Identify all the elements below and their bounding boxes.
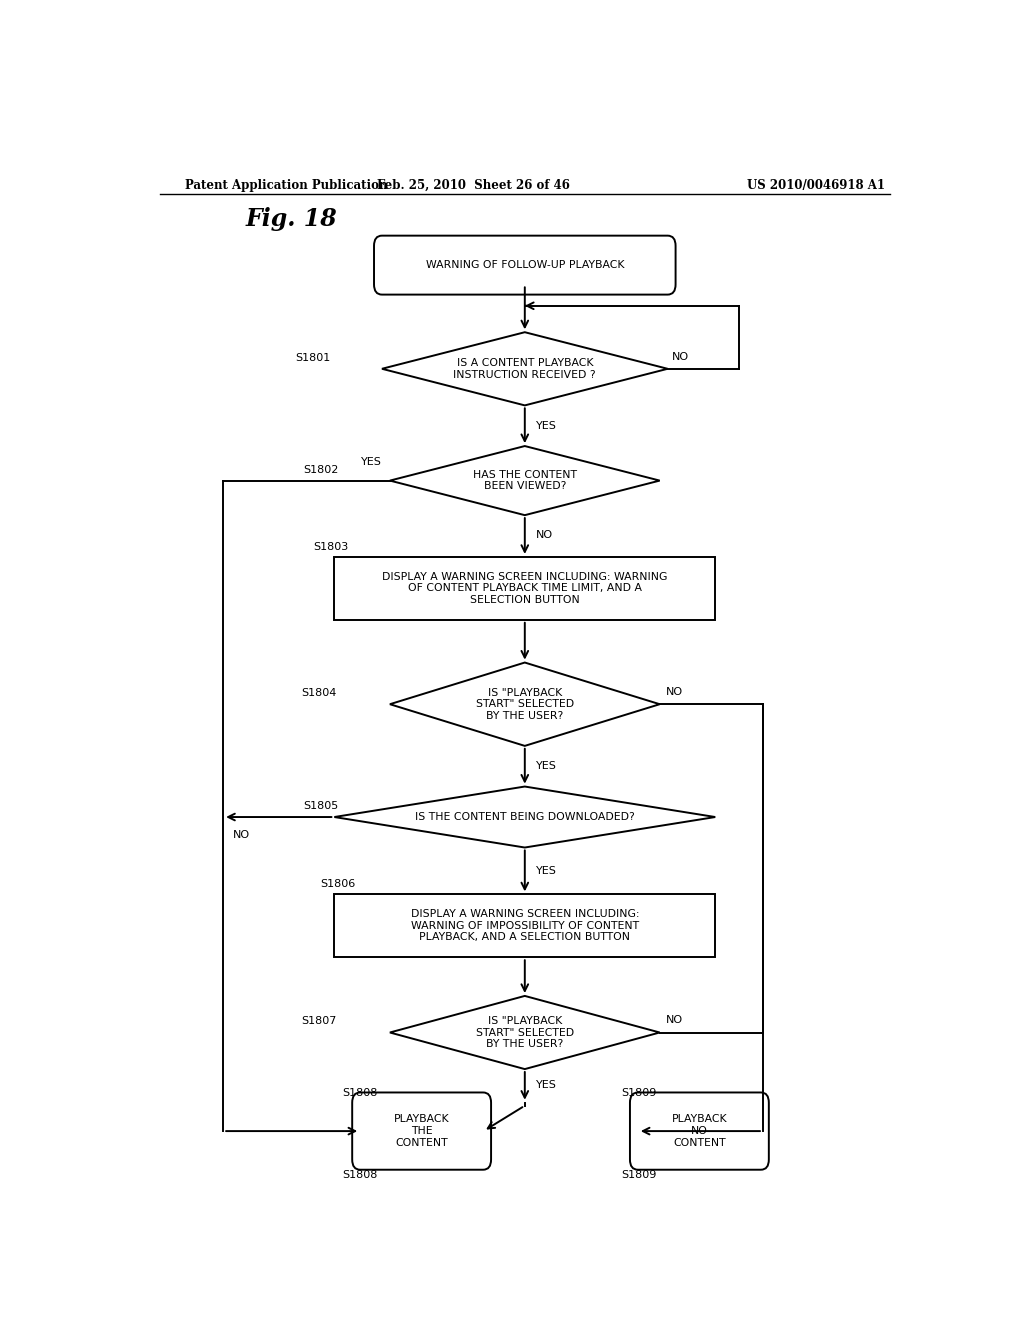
Text: NO: NO <box>666 1015 683 1026</box>
Text: US 2010/0046918 A1: US 2010/0046918 A1 <box>748 178 885 191</box>
Polygon shape <box>334 787 715 847</box>
Text: S1805: S1805 <box>303 801 338 810</box>
Bar <box>334 894 715 957</box>
Text: DISPLAY A WARNING SCREEN INCLUDING:
WARNING OF IMPOSSIBILITY OF CONTENT
PLAYBACK: DISPLAY A WARNING SCREEN INCLUDING: WARN… <box>411 909 639 942</box>
Polygon shape <box>382 333 668 405</box>
Text: PLAYBACK
THE
CONTENT: PLAYBACK THE CONTENT <box>394 1114 450 1147</box>
Text: NO: NO <box>672 351 689 362</box>
Text: Patent Application Publication: Patent Application Publication <box>185 178 388 191</box>
Text: NO: NO <box>536 531 553 540</box>
Bar <box>334 557 715 620</box>
Text: YES: YES <box>536 421 557 430</box>
FancyBboxPatch shape <box>352 1093 492 1170</box>
Text: S1802: S1802 <box>303 465 338 474</box>
Text: IS A CONTENT PLAYBACK
INSTRUCTION RECEIVED ?: IS A CONTENT PLAYBACK INSTRUCTION RECEIV… <box>454 358 596 380</box>
Text: WARNING OF FOLLOW-UP PLAYBACK: WARNING OF FOLLOW-UP PLAYBACK <box>426 260 624 271</box>
Text: NO: NO <box>232 830 250 841</box>
Text: Fig. 18: Fig. 18 <box>246 207 337 231</box>
Text: NO: NO <box>666 686 683 697</box>
Text: S1801: S1801 <box>295 352 331 363</box>
Text: YES: YES <box>536 1080 557 1090</box>
Text: S1808: S1808 <box>342 1088 378 1097</box>
Text: IS "PLAYBACK
START" SELECTED
BY THE USER?: IS "PLAYBACK START" SELECTED BY THE USER… <box>476 1016 573 1049</box>
Polygon shape <box>390 663 659 746</box>
Text: YES: YES <box>536 762 557 771</box>
Polygon shape <box>390 446 659 515</box>
Text: S1807: S1807 <box>301 1016 337 1027</box>
Text: YES: YES <box>361 457 382 467</box>
FancyBboxPatch shape <box>630 1093 769 1170</box>
Text: PLAYBACK
NO
CONTENT: PLAYBACK NO CONTENT <box>672 1114 727 1147</box>
Text: YES: YES <box>536 866 557 876</box>
Text: S1804: S1804 <box>301 688 337 698</box>
Text: HAS THE CONTENT
BEEN VIEWED?: HAS THE CONTENT BEEN VIEWED? <box>473 470 577 491</box>
Text: S1809: S1809 <box>622 1088 657 1097</box>
Text: IS THE CONTENT BEING DOWNLOADED?: IS THE CONTENT BEING DOWNLOADED? <box>415 812 635 822</box>
Polygon shape <box>390 995 659 1069</box>
FancyBboxPatch shape <box>374 236 676 294</box>
Text: DISPLAY A WARNING SCREEN INCLUDING: WARNING
OF CONTENT PLAYBACK TIME LIMIT, AND : DISPLAY A WARNING SCREEN INCLUDING: WARN… <box>382 572 668 605</box>
Text: Feb. 25, 2010  Sheet 26 of 46: Feb. 25, 2010 Sheet 26 of 46 <box>377 178 569 191</box>
Text: S1803: S1803 <box>313 541 348 552</box>
Text: IS "PLAYBACK
START" SELECTED
BY THE USER?: IS "PLAYBACK START" SELECTED BY THE USER… <box>476 688 573 721</box>
Text: S1806: S1806 <box>321 879 355 890</box>
Text: S1808: S1808 <box>342 1170 378 1180</box>
Text: S1809: S1809 <box>622 1170 657 1180</box>
